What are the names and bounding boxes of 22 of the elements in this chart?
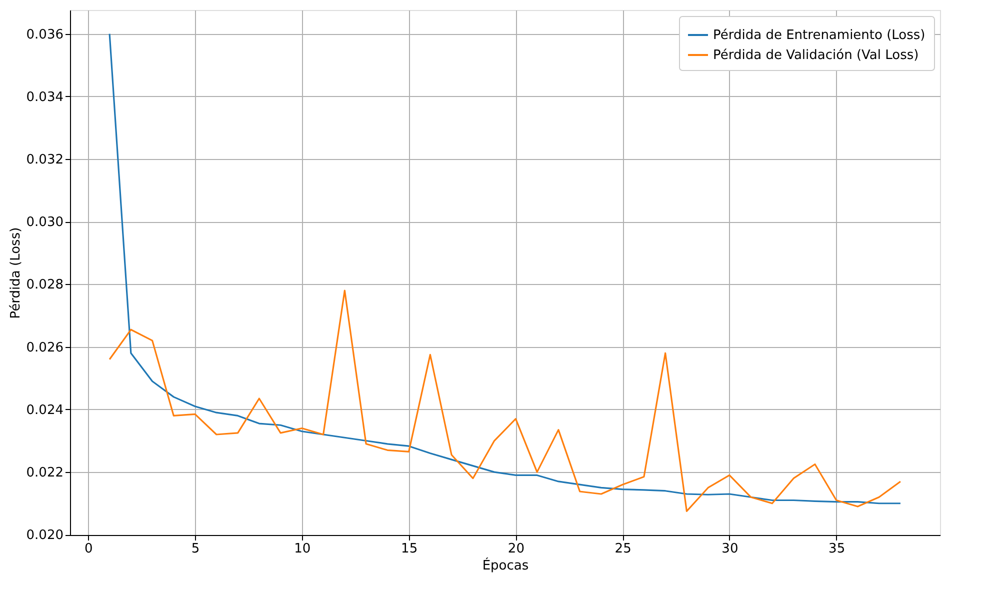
y-tick-label: 0.024 <box>26 402 64 418</box>
x-tick-label: 0 <box>84 542 93 556</box>
legend-label: Pérdida de Entrenamiento (Loss) <box>713 28 926 43</box>
y-tick-label: 0.034 <box>26 90 64 105</box>
y-tick-label: 0.026 <box>26 340 64 356</box>
x-tick-label: 20 <box>508 542 524 556</box>
x-tick-label: 30 <box>722 542 738 556</box>
x-axis-title: Épocas <box>482 556 529 574</box>
x-tick-label: 10 <box>294 542 311 556</box>
y-tick-label: 0.032 <box>26 152 64 168</box>
legend-label: Pérdida de Validación (Val Loss) <box>713 48 919 63</box>
x-tick-label: 35 <box>828 542 846 556</box>
x-tick-label: 25 <box>614 542 632 556</box>
x-tick-label: 5 <box>191 542 200 556</box>
y-tick-label: 0.028 <box>26 278 64 293</box>
y-tick-label: 0.036 <box>26 27 64 42</box>
x-tick-label: 15 <box>401 542 418 556</box>
y-tick-label: 0.030 <box>26 215 64 230</box>
y-tick-label: 0.020 <box>26 528 64 544</box>
y-tick-label: 0.022 <box>26 466 64 481</box>
y-axis-title: Pérdida (Loss) <box>8 227 24 319</box>
line-series <box>108 290 902 512</box>
